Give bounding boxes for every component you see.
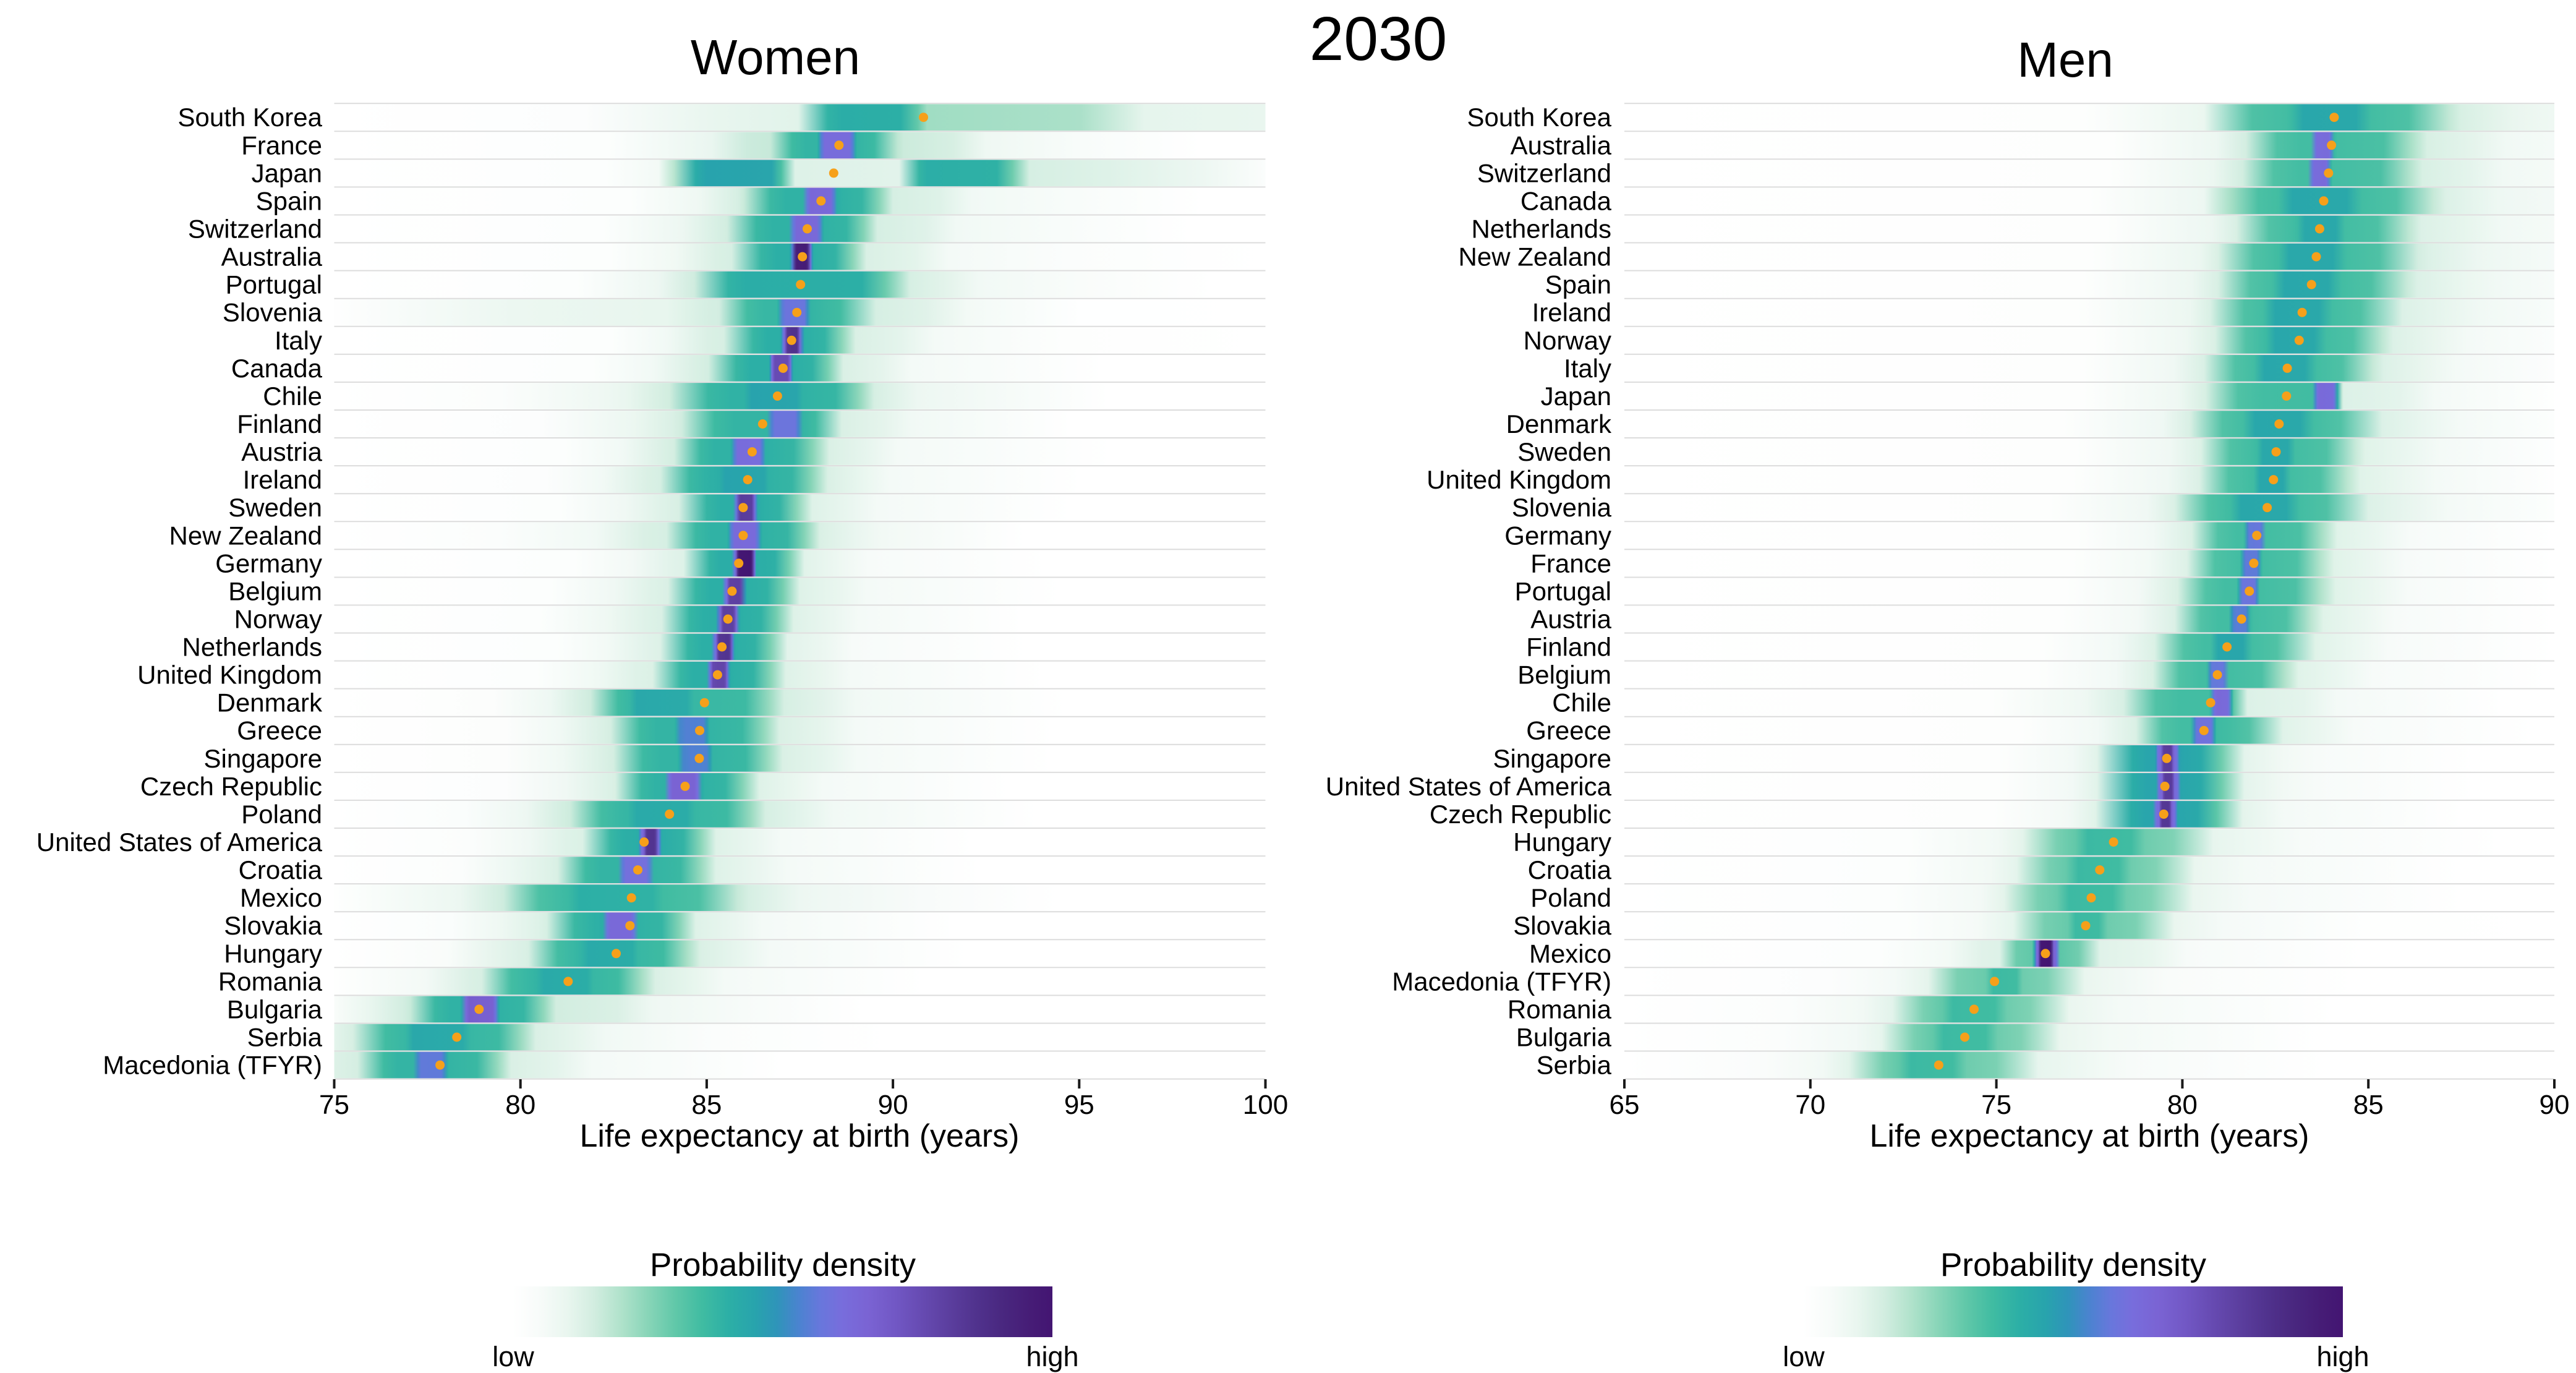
svg-text:Slovakia: Slovakia	[1513, 911, 1611, 940]
svg-text:Netherlands: Netherlands	[1472, 215, 1611, 244]
svg-text:low: low	[492, 1341, 534, 1372]
svg-text:Ireland: Ireland	[243, 465, 322, 494]
svg-text:Denmark: Denmark	[217, 688, 323, 717]
svg-text:Life expectancy at birth (year: Life expectancy at birth (years)	[580, 1118, 1020, 1154]
svg-text:United States of America: United States of America	[36, 828, 323, 857]
svg-text:South Korea: South Korea	[1467, 103, 1611, 132]
svg-text:75: 75	[319, 1090, 349, 1120]
svg-text:85: 85	[691, 1090, 722, 1120]
svg-text:Japan: Japan	[252, 158, 322, 187]
svg-text:Portugal: Portugal	[226, 270, 322, 299]
svg-text:Canada: Canada	[231, 354, 323, 383]
svg-text:Slovenia: Slovenia	[1512, 493, 1612, 522]
svg-text:Women: Women	[691, 30, 860, 85]
svg-text:Sweden: Sweden	[1517, 437, 1611, 466]
svg-text:Netherlands: Netherlands	[182, 633, 322, 662]
svg-text:Austria: Austria	[1530, 605, 1611, 634]
svg-text:Slovenia: Slovenia	[223, 298, 323, 327]
svg-text:South Korea: South Korea	[177, 103, 322, 132]
svg-text:low: low	[1783, 1341, 1825, 1372]
svg-text:Life expectancy at birth (year: Life expectancy at birth (years)	[1870, 1118, 2309, 1154]
svg-text:Canada: Canada	[1520, 186, 1612, 215]
svg-text:Spain: Spain	[256, 186, 322, 215]
svg-text:Poland: Poland	[1530, 883, 1611, 912]
svg-text:Greece: Greece	[1526, 716, 1611, 745]
svg-text:Hungary: Hungary	[224, 939, 322, 968]
svg-text:Singapore: Singapore	[1493, 744, 1611, 773]
svg-text:65: 65	[1610, 1090, 1640, 1120]
svg-text:Germany: Germany	[1504, 521, 1611, 550]
svg-text:Probability density: Probability density	[1940, 1247, 2207, 1283]
svg-text:Austria: Austria	[241, 437, 322, 466]
svg-text:Serbia: Serbia	[1537, 1051, 1612, 1080]
svg-text:high: high	[1026, 1341, 1078, 1372]
svg-text:Finland: Finland	[237, 409, 322, 438]
svg-text:Hungary: Hungary	[1513, 828, 1611, 857]
svg-text:90: 90	[878, 1090, 908, 1120]
svg-text:Portugal: Portugal	[1515, 576, 1611, 605]
svg-text:75: 75	[1981, 1090, 2011, 1120]
svg-text:90: 90	[2540, 1090, 2570, 1120]
svg-text:Greece: Greece	[237, 716, 322, 745]
svg-text:Norway: Norway	[234, 605, 322, 634]
svg-text:Mexico: Mexico	[240, 883, 322, 912]
svg-text:Switzerland: Switzerland	[188, 215, 322, 244]
svg-text:95: 95	[1064, 1090, 1094, 1120]
svg-text:Belgium: Belgium	[228, 576, 322, 605]
svg-text:Finland: Finland	[1526, 633, 1611, 662]
svg-text:Poland: Poland	[241, 800, 322, 829]
svg-text:Italy: Italy	[1564, 354, 1611, 383]
svg-text:Macedonia (TFYR): Macedonia (TFYR)	[103, 1051, 322, 1080]
svg-text:Chile: Chile	[263, 382, 322, 411]
svg-text:Bulgaria: Bulgaria	[227, 994, 323, 1024]
svg-text:Czech Republic: Czech Republic	[1430, 800, 1611, 829]
svg-text:Romania: Romania	[1508, 994, 1612, 1024]
svg-text:Australia: Australia	[221, 242, 323, 272]
svg-text:Singapore: Singapore	[204, 744, 322, 773]
svg-text:United Kingdom: United Kingdom	[1427, 465, 1611, 494]
svg-text:Denmark: Denmark	[1506, 409, 1612, 438]
svg-text:France: France	[1530, 549, 1611, 578]
svg-text:Chile: Chile	[1552, 688, 1611, 717]
svg-text:100: 100	[1243, 1090, 1288, 1120]
svg-text:Mexico: Mexico	[1529, 939, 1611, 968]
svg-text:Belgium: Belgium	[1517, 661, 1611, 690]
svg-text:New Zealand: New Zealand	[169, 521, 322, 550]
svg-text:70: 70	[1795, 1090, 1825, 1120]
svg-text:85: 85	[2353, 1090, 2384, 1120]
svg-text:Germany: Germany	[215, 549, 322, 578]
svg-text:United States of America: United States of America	[1326, 772, 1612, 801]
svg-text:2030: 2030	[1310, 4, 1447, 74]
svg-text:Serbia: Serbia	[247, 1023, 323, 1052]
svg-text:Probability density: Probability density	[650, 1247, 916, 1283]
svg-text:Spain: Spain	[1545, 270, 1611, 299]
svg-text:Czech Republic: Czech Republic	[140, 772, 322, 801]
svg-text:Slovakia: Slovakia	[224, 911, 322, 940]
svg-text:France: France	[241, 130, 322, 160]
svg-text:Ireland: Ireland	[1532, 298, 1611, 327]
svg-text:Australia: Australia	[1511, 130, 1612, 160]
svg-text:Croatia: Croatia	[239, 855, 323, 884]
svg-text:Italy: Italy	[275, 326, 322, 355]
svg-text:Croatia: Croatia	[1528, 855, 1612, 884]
svg-text:Switzerland: Switzerland	[1477, 158, 1611, 187]
svg-text:Sweden: Sweden	[228, 493, 322, 522]
svg-text:Japan: Japan	[1541, 382, 1611, 411]
svg-text:Bulgaria: Bulgaria	[1516, 1023, 1612, 1052]
svg-text:80: 80	[505, 1090, 535, 1120]
svg-text:Norway: Norway	[1524, 326, 1611, 355]
svg-text:Romania: Romania	[218, 967, 323, 996]
svg-text:Macedonia (TFYR): Macedonia (TFYR)	[1392, 967, 1611, 996]
svg-text:Men: Men	[2017, 32, 2113, 87]
svg-text:United Kingdom: United Kingdom	[137, 661, 322, 690]
svg-text:New Zealand: New Zealand	[1459, 242, 1611, 272]
svg-text:80: 80	[2167, 1090, 2198, 1120]
svg-text:high: high	[2316, 1341, 2369, 1372]
